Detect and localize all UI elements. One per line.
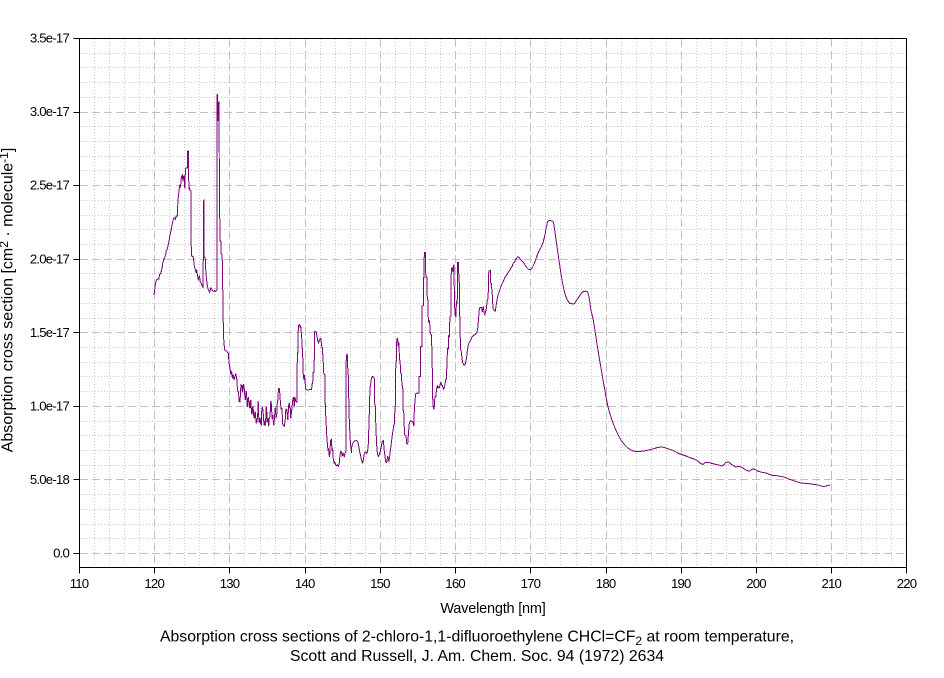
svg-text:3.0e-17: 3.0e-17 xyxy=(30,104,70,119)
svg-text:200: 200 xyxy=(746,576,766,591)
svg-text:120: 120 xyxy=(144,576,164,591)
svg-text:160: 160 xyxy=(445,576,465,591)
svg-text:5.0e-18: 5.0e-18 xyxy=(30,472,70,487)
svg-text:Absorption cross sections of 2: Absorption cross sections of 2-chloro-1,… xyxy=(160,628,794,648)
svg-text:110: 110 xyxy=(70,576,89,591)
svg-text:1.0e-17: 1.0e-17 xyxy=(30,399,70,414)
svg-text:210: 210 xyxy=(821,576,841,591)
svg-text:220: 220 xyxy=(897,576,917,591)
svg-text:Absorption cross section [cm2: Absorption cross section [cm2 · molecule… xyxy=(0,148,17,453)
svg-text:2.5e-17: 2.5e-17 xyxy=(30,178,70,193)
svg-text:150: 150 xyxy=(370,576,390,591)
svg-text:Wavelength [nm]: Wavelength [nm] xyxy=(440,601,545,617)
svg-text:1.5e-17: 1.5e-17 xyxy=(30,325,70,340)
svg-text:180: 180 xyxy=(596,576,616,591)
svg-text:190: 190 xyxy=(671,576,691,591)
svg-text:170: 170 xyxy=(521,576,541,591)
svg-text:0.0: 0.0 xyxy=(53,546,69,561)
svg-text:130: 130 xyxy=(220,576,240,591)
svg-text:2.0e-17: 2.0e-17 xyxy=(30,251,70,266)
svg-text:140: 140 xyxy=(295,576,315,591)
svg-text:3.5e-17: 3.5e-17 xyxy=(30,31,70,46)
svg-text:Scott and Russell, J. Am. Chem: Scott and Russell, J. Am. Chem. Soc. 94 … xyxy=(290,648,664,665)
